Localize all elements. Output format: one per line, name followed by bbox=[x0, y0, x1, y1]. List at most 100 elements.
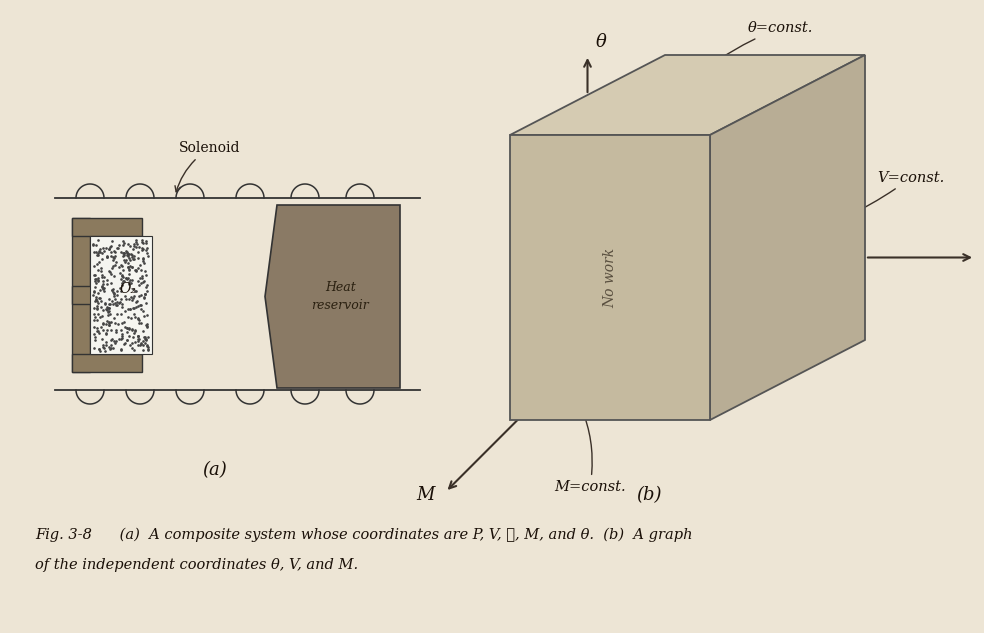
Point bbox=[139, 298, 154, 308]
Point bbox=[109, 298, 125, 308]
Point bbox=[118, 255, 134, 265]
Point bbox=[89, 326, 104, 336]
Point bbox=[141, 344, 156, 354]
Point bbox=[100, 310, 116, 320]
Point bbox=[108, 336, 124, 346]
Point bbox=[137, 339, 153, 349]
Point bbox=[128, 235, 144, 246]
Point bbox=[122, 275, 138, 285]
Point bbox=[95, 276, 111, 286]
Point bbox=[119, 335, 135, 346]
Point bbox=[88, 282, 103, 292]
Point bbox=[123, 279, 139, 289]
Point bbox=[107, 318, 123, 328]
Point bbox=[136, 311, 152, 321]
Point bbox=[87, 270, 102, 280]
Point bbox=[92, 311, 107, 322]
Point bbox=[88, 335, 103, 346]
Point bbox=[140, 248, 155, 258]
Point bbox=[89, 303, 104, 313]
Point bbox=[117, 322, 133, 332]
Point bbox=[138, 266, 154, 276]
Point bbox=[127, 312, 143, 322]
Point bbox=[132, 300, 148, 310]
Text: M: M bbox=[416, 486, 435, 504]
Point bbox=[133, 260, 149, 270]
Point bbox=[105, 288, 121, 298]
Point bbox=[115, 251, 131, 261]
Point bbox=[92, 322, 108, 332]
Point bbox=[90, 301, 105, 311]
Point bbox=[121, 239, 137, 249]
Point bbox=[133, 278, 149, 288]
Point bbox=[96, 286, 112, 296]
Point bbox=[91, 273, 106, 284]
Point bbox=[106, 294, 122, 304]
Point bbox=[101, 303, 117, 313]
Polygon shape bbox=[710, 55, 865, 420]
Point bbox=[113, 273, 129, 284]
Text: V: V bbox=[983, 249, 984, 266]
Point bbox=[87, 303, 102, 313]
Point bbox=[121, 249, 137, 260]
Point bbox=[135, 256, 151, 266]
Point bbox=[98, 329, 114, 339]
Point bbox=[109, 319, 125, 329]
Point bbox=[134, 237, 150, 247]
Point bbox=[93, 334, 109, 344]
Point bbox=[103, 335, 119, 345]
Point bbox=[90, 249, 105, 260]
Point bbox=[129, 303, 145, 313]
Point bbox=[122, 304, 138, 315]
Point bbox=[101, 303, 117, 313]
Point bbox=[124, 338, 140, 348]
Point bbox=[105, 299, 121, 310]
Point bbox=[130, 301, 146, 311]
Text: M=const.: M=const. bbox=[554, 409, 626, 494]
Point bbox=[107, 338, 123, 348]
Point bbox=[90, 259, 105, 269]
Point bbox=[120, 262, 136, 272]
Point bbox=[116, 248, 132, 258]
Point bbox=[109, 286, 125, 296]
Point bbox=[111, 268, 127, 278]
Point bbox=[122, 241, 138, 251]
Point bbox=[88, 274, 103, 284]
Point bbox=[87, 261, 102, 271]
Point bbox=[134, 271, 150, 281]
Point bbox=[89, 304, 104, 315]
Point bbox=[103, 285, 119, 295]
Point bbox=[112, 297, 128, 307]
Point bbox=[99, 253, 115, 263]
Point bbox=[113, 344, 129, 354]
Text: θ: θ bbox=[595, 33, 606, 51]
Point bbox=[105, 313, 121, 323]
Point bbox=[131, 313, 147, 323]
Point bbox=[128, 326, 144, 336]
Point bbox=[87, 276, 102, 286]
Point bbox=[115, 240, 131, 250]
Point bbox=[121, 249, 137, 259]
Point bbox=[126, 291, 142, 301]
Bar bbox=[72, 286, 128, 304]
Point bbox=[139, 245, 154, 255]
Point bbox=[91, 275, 106, 285]
Point bbox=[103, 342, 119, 353]
Point bbox=[86, 239, 101, 249]
Point bbox=[90, 288, 105, 298]
Point bbox=[112, 285, 128, 296]
Point bbox=[94, 281, 110, 291]
Point bbox=[140, 285, 155, 296]
Point bbox=[136, 254, 152, 265]
Point bbox=[105, 261, 121, 271]
Point bbox=[86, 291, 101, 301]
Point bbox=[131, 315, 147, 325]
Point bbox=[93, 296, 109, 306]
Point bbox=[137, 289, 153, 299]
Point bbox=[137, 334, 153, 344]
Point bbox=[93, 270, 109, 280]
Point bbox=[91, 249, 106, 260]
Point bbox=[102, 266, 118, 277]
Point bbox=[97, 346, 113, 356]
Point bbox=[114, 261, 130, 271]
